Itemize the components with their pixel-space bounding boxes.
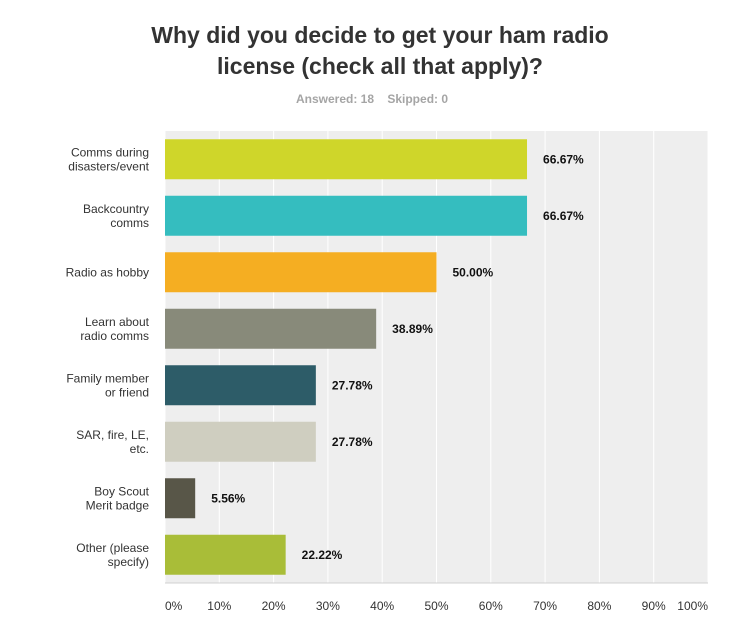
category-labels: Comms during disasters/event Backcountry co… — [66, 145, 150, 569]
tick-label: 70% — [533, 599, 557, 613]
category-label: SAR, fire, LE, etc. — [76, 428, 149, 456]
tick-label: 20% — [262, 599, 286, 613]
value-label: 27.78% — [332, 435, 373, 449]
chart-title-line-2: license (check all that apply)? — [217, 53, 543, 79]
value-label: 38.89% — [392, 322, 433, 336]
answered-count: Answered: 18 — [295, 92, 374, 106]
bars — [165, 139, 528, 575]
value-label: 27.78% — [332, 378, 373, 392]
tick-label: 40% — [370, 599, 394, 613]
category-label: Learn about radio comms — [80, 315, 149, 343]
bar[interactable] — [165, 139, 528, 180]
tick-label: 60% — [479, 599, 503, 613]
tick-label: 100% — [677, 599, 708, 613]
bar[interactable] — [165, 252, 437, 293]
category-label: Other (please specify) — [76, 541, 149, 569]
tick-label: 80% — [587, 599, 611, 613]
tick-label: 90% — [642, 599, 666, 613]
chart-title: Why did you decide to get your ham radio… — [100, 20, 660, 82]
tick-label: 0% — [165, 599, 183, 613]
bar[interactable] — [165, 308, 377, 349]
value-label: 5.56% — [211, 491, 245, 505]
value-label: 66.67% — [543, 209, 584, 223]
category-label: Backcountry comms — [83, 202, 149, 230]
category-label: Boy Scout Merit badge — [86, 484, 150, 512]
category-label: Comms during disasters/event — [68, 145, 149, 173]
category-label: Radio as hobby — [66, 265, 149, 279]
tick-label: 50% — [424, 599, 448, 613]
bar[interactable] — [165, 195, 528, 236]
x-axis-ticks: 0% 10% 20% 30% 40% 50% 60% 70% 80% 90% 100% — [165, 599, 708, 613]
tick-label: 10% — [207, 599, 231, 613]
tick-label: 30% — [316, 599, 340, 613]
bar[interactable] — [165, 365, 316, 406]
value-label: 50.00% — [453, 265, 494, 279]
value-labels: 66.67% 66.67% 50.00% 38.89% 27.78% 27.78% 5.56… — [211, 152, 584, 562]
value-label: 22.22% — [302, 548, 343, 562]
skipped-count: Skipped: 0 — [387, 92, 449, 106]
bar[interactable] — [165, 534, 286, 575]
value-label: 66.67% — [543, 152, 584, 166]
category-label: Family member or friend — [66, 371, 149, 399]
bar[interactable] — [165, 421, 316, 462]
bar[interactable] — [165, 478, 196, 519]
chart-title-line-1: Why did you decide to get your ham radio — [151, 22, 609, 48]
response-stats: Answered: 18 Skipped: 0 — [0, 92, 744, 106]
